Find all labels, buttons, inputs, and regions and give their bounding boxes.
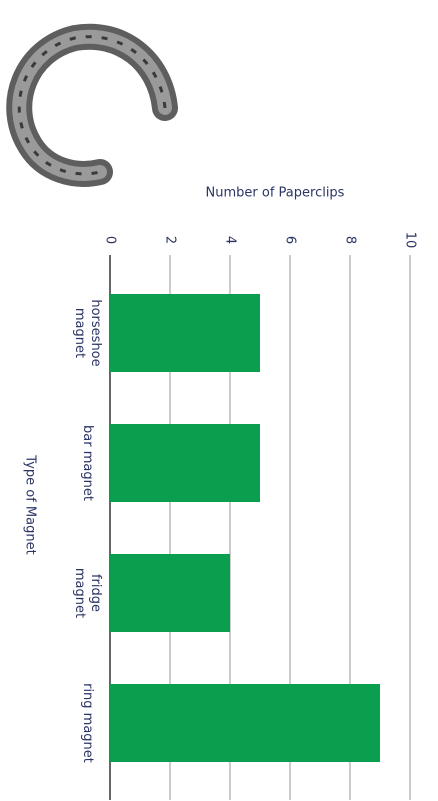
x-tick-label: 6 [283,236,298,244]
y-tick-label: horseshoe magnet [72,299,103,367]
bar [110,294,260,372]
y-tick-label: bar magnet [80,425,95,501]
bar [110,424,260,502]
bar [110,554,230,632]
x-tick-label: 0 [103,236,118,244]
y-tick-label: ring magnet [80,683,95,763]
bar [110,684,380,762]
horseshoe-picture [6,23,178,187]
x-tick-label: 8 [343,236,358,244]
x-tick-label: 2 [163,236,178,244]
x-axis-title: Number of Paperclips [206,186,345,201]
y-tick-label: fridge magnet [72,567,103,619]
x-tick-label: 10 [403,232,418,249]
x-tick-label: 4 [223,236,238,244]
y-axis-title: Type of Magnet [23,454,38,554]
